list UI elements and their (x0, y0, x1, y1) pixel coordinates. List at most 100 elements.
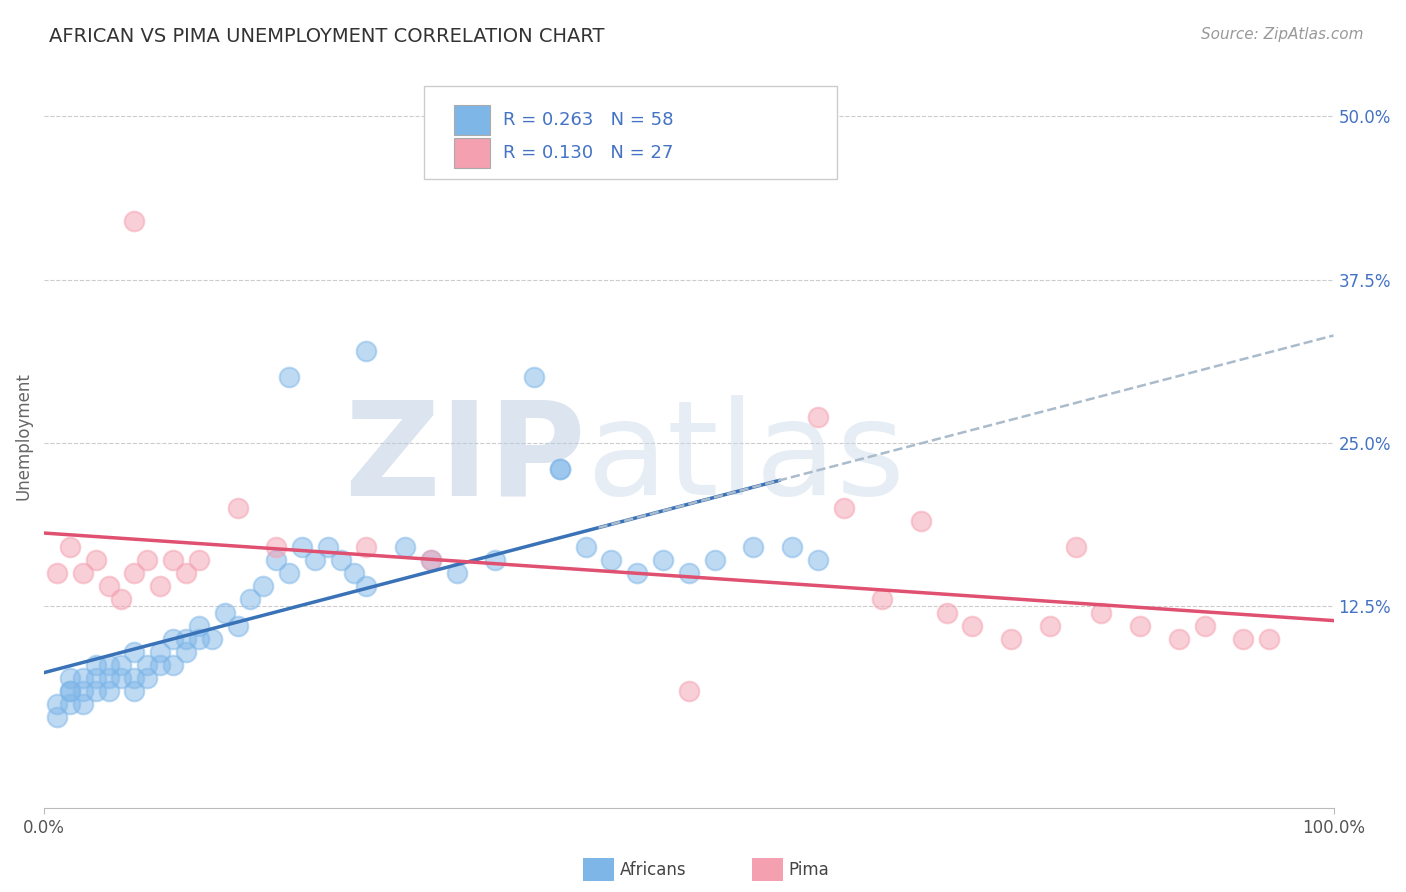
Point (304, 553, 326, 567)
Point (1090, 606, 1112, 620)
Point (214, 606, 236, 620)
Point (84, 671, 107, 685)
Point (84, 553, 107, 567)
Point (1167, 632, 1189, 646)
Point (278, 566, 301, 581)
Point (239, 592, 262, 607)
Point (264, 553, 287, 567)
Point (59, 541, 82, 555)
Point (342, 566, 364, 581)
Point (394, 541, 416, 555)
Point (678, 684, 700, 698)
Point (72, 684, 94, 698)
Point (962, 618, 984, 632)
Point (97, 671, 120, 685)
Point (46, 697, 69, 711)
Point (356, 541, 378, 555)
Point (162, 553, 184, 567)
Point (149, 657, 172, 672)
Point (1258, 632, 1281, 646)
Point (600, 553, 623, 567)
Point (742, 541, 765, 555)
Point (136, 553, 159, 567)
Point (548, 462, 571, 476)
Point (291, 541, 314, 555)
Point (575, 541, 598, 555)
Text: R = 0.263   N = 58: R = 0.263 N = 58 (503, 111, 673, 128)
Point (264, 541, 287, 555)
Point (72, 566, 94, 581)
Text: Source: ZipAtlas.com: Source: ZipAtlas.com (1201, 27, 1364, 42)
Point (97, 684, 120, 698)
Point (678, 566, 700, 581)
Point (484, 553, 506, 567)
Point (329, 553, 352, 567)
Point (136, 657, 159, 672)
Point (419, 553, 441, 567)
Point (807, 409, 830, 424)
Point (1000, 632, 1022, 646)
Point (110, 671, 132, 685)
Point (1232, 632, 1254, 646)
Point (162, 632, 184, 646)
Point (187, 632, 209, 646)
Text: R = 0.130   N = 27: R = 0.130 N = 27 (503, 145, 673, 162)
Point (124, 645, 146, 659)
Point (162, 657, 184, 672)
Point (1194, 618, 1216, 632)
Point (548, 462, 571, 476)
Point (226, 501, 249, 516)
Point (187, 618, 209, 632)
Point (46, 566, 69, 581)
FancyBboxPatch shape (425, 87, 837, 179)
Point (46, 710, 69, 724)
Point (226, 618, 249, 632)
Text: Pima: Pima (789, 861, 830, 879)
Point (124, 566, 146, 581)
FancyBboxPatch shape (454, 105, 491, 135)
Point (174, 645, 197, 659)
Point (72, 671, 94, 685)
Point (149, 579, 172, 593)
Point (935, 606, 957, 620)
Point (59, 671, 82, 685)
Text: ZIP: ZIP (344, 395, 586, 522)
Point (97, 579, 120, 593)
Point (136, 671, 159, 685)
Point (910, 514, 932, 528)
Point (703, 553, 725, 567)
Point (356, 579, 378, 593)
Point (174, 566, 197, 581)
Text: Africans: Africans (620, 861, 686, 879)
Point (870, 592, 893, 607)
Point (97, 657, 120, 672)
Point (84, 684, 107, 698)
Point (201, 632, 224, 646)
Point (187, 553, 209, 567)
Point (59, 684, 82, 698)
Point (59, 697, 82, 711)
Point (278, 370, 301, 384)
FancyBboxPatch shape (454, 138, 491, 169)
Point (149, 645, 172, 659)
Text: atlas: atlas (586, 395, 904, 522)
Point (652, 553, 675, 567)
Point (124, 684, 146, 698)
Point (124, 671, 146, 685)
Point (780, 541, 803, 555)
Point (446, 566, 468, 581)
Point (807, 553, 830, 567)
Text: AFRICAN VS PIMA UNEMPLOYMENT CORRELATION CHART: AFRICAN VS PIMA UNEMPLOYMENT CORRELATION… (49, 27, 605, 45)
Point (356, 344, 378, 359)
Point (174, 632, 197, 646)
Point (832, 501, 855, 516)
Point (110, 592, 132, 607)
Point (72, 697, 94, 711)
Point (59, 684, 82, 698)
Point (1129, 618, 1152, 632)
Point (626, 566, 648, 581)
Point (124, 214, 146, 228)
Point (252, 579, 274, 593)
Point (1039, 618, 1062, 632)
Point (419, 553, 441, 567)
